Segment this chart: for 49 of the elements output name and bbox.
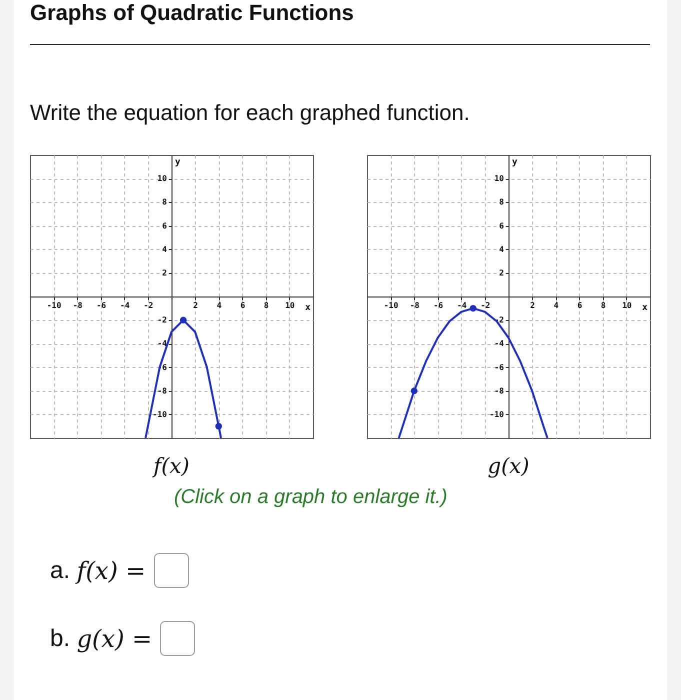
x-axis-title: x — [305, 303, 312, 313]
x-tick-label: -8 — [410, 301, 420, 310]
x-tick-label: 8 — [600, 301, 606, 310]
x-tick-label: -4 — [457, 301, 467, 310]
y-tick-label: 8 — [499, 198, 504, 207]
y-tick-label: 10 — [157, 174, 168, 184]
x-tick-label: 10 — [622, 301, 632, 310]
text: g(x) — [488, 454, 530, 478]
y-tick-label: -10 — [490, 410, 504, 419]
x-tick-label: 6 — [577, 301, 582, 310]
x-tick-label: 2 — [530, 301, 536, 310]
x-tick-label: -8 — [72, 301, 83, 310]
y-tick-label: -8 — [157, 386, 168, 396]
x-tick-label: -10 — [46, 301, 62, 310]
x-axis-title: x — [642, 303, 648, 313]
y-tick-label: 6 — [499, 221, 504, 230]
y-tick-label: 2 — [499, 268, 504, 278]
text: (Click on a graph to enlarge it.) — [174, 486, 448, 509]
text: a. f(x) = — [50, 556, 146, 584]
x-tick-label: -6 — [96, 301, 106, 310]
y-tick-label: 10 — [494, 174, 504, 184]
text: f(x) — [151, 454, 190, 478]
x-tick-label: 4 — [554, 301, 559, 310]
x-tick-label: 6 — [240, 301, 246, 310]
y-tick-label: -8 — [494, 386, 504, 396]
x-tick-label: 10 — [285, 301, 295, 310]
x-tick-label: 2 — [193, 301, 198, 310]
y-axis-title: y — [175, 158, 181, 168]
y-tick-label: 4 — [499, 244, 504, 254]
x-tick-label: -2 — [480, 301, 490, 310]
y-tick-label: -4 — [494, 339, 504, 348]
x-tick-label: 4 — [216, 301, 222, 310]
y-tick-label: 4 — [162, 244, 168, 254]
y-tick-label: 8 — [162, 198, 168, 207]
x-tick-label: -4 — [120, 301, 130, 310]
x-tick-label: -2 — [144, 301, 154, 310]
y-tick-label: 2 — [162, 268, 168, 278]
y-tick-label: -2 — [157, 316, 168, 325]
text: Write the equation for each graphed function. — [30, 100, 470, 126]
text: b. g(x) = — [50, 624, 152, 652]
x-tick-label: -6 — [433, 301, 444, 310]
x-tick-label: -10 — [384, 301, 398, 310]
y-tick-label: -4 — [157, 339, 168, 348]
y-tick-label: 6 — [162, 221, 168, 230]
y-tick-label: -6 — [494, 362, 504, 372]
y-tick-label: -10 — [152, 410, 168, 419]
text: Graphs of Quadratic Functions — [30, 0, 354, 26]
x-tick-label: 8 — [264, 301, 269, 310]
y-axis-title: y — [512, 158, 518, 168]
